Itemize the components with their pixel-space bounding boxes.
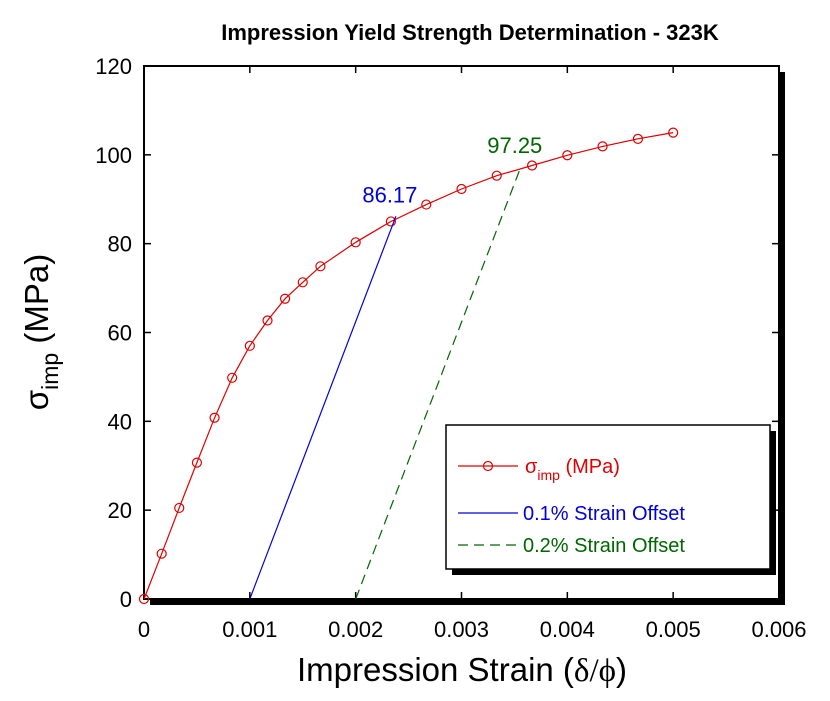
data-point-sigma [668,127,679,138]
x-tick-label: 0.001 [222,617,277,642]
y-axis-label-subscript: imp [37,353,63,390]
legend: σimp (MPa) 0.1% Strain Offset 0.2% Strai… [445,424,776,575]
y-tick-label: 40 [108,409,132,434]
series-line-sigma [143,132,674,600]
x-tick-label: 0.003 [434,617,489,642]
x-tick-label: 0.005 [646,617,701,642]
legend-marker-sigma [482,460,494,472]
data-point-sigma [526,160,538,171]
series-layer [138,127,679,605]
legend-label-sigma-units: (MPa) [560,456,620,478]
data-point-sigma [174,502,185,514]
data-point-sigma [244,340,255,351]
x-tick-label: 0.002 [328,617,383,642]
data-point-sigma [297,277,308,288]
x-tick-label: 0 [138,617,150,642]
y-tick-label: 120 [95,54,132,79]
data-point-sigma [491,170,502,181]
y-axis-label-units: (MPa) [18,254,55,353]
legend-label-offset-02: 0.2% Strain Offset [523,535,685,557]
x-axis-label: Impression Strain (δ/ϕ) [297,651,627,689]
annotation-label: 86.17 [362,182,417,207]
annotation-label: 97.25 [487,133,542,158]
y-tick-label: 100 [95,143,132,168]
data-point-sigma [209,412,220,423]
annotation-layer: 86.17 97.25 [362,133,542,207]
chart-title: Impression Yield Strength Determination … [221,20,719,45]
data-point-sigma [421,199,432,210]
data-point-sigma [350,237,361,248]
y-axis-label: σimp (MPa) [18,254,63,410]
x-tick-label: 0.004 [540,617,595,642]
y-tick-label: 80 [108,232,132,257]
data-point-sigma [279,293,291,304]
y-tick-label: 20 [108,498,132,523]
data-point-sigma [191,457,203,468]
data-point-sigma [262,315,273,326]
x-axis-label-close: ) [616,651,627,688]
data-point-sigma [138,593,150,605]
data-point-sigma [632,133,644,144]
x-tick-label: 0.006 [751,617,806,642]
y-tick-label: 60 [108,321,132,346]
legend-label-sigma-symbol: σ [525,456,538,478]
data-point-sigma [385,216,397,227]
data-point-sigma [597,141,608,152]
y-tick-label: 0 [120,587,132,612]
y-axis-label-symbol: σ [18,390,55,410]
legend-entry-sigma: σimp (MPa) [458,456,620,483]
legend-label-sigma: σimp (MPa) [525,456,620,483]
x-axis-ticks: 0 0.001 0.002 0.003 0.004 0.005 0.006 [138,66,807,642]
data-point-sigma [156,548,167,559]
data-point-sigma [227,372,238,383]
legend-label-sigma-subscript: imp [537,467,560,483]
series-line-offset-02 [355,166,522,600]
x-axis-label-symbol: δ/ϕ [574,653,616,689]
data-point-sigma [315,261,326,272]
data-point-sigma [562,150,573,161]
legend-label-offset-01: 0.1% Strain Offset [523,503,685,525]
data-point-sigma [456,183,467,195]
legend-entry-offset-01: 0.1% Strain Offset [458,503,685,525]
legend-entry-offset-02: 0.2% Strain Offset [458,535,685,557]
series-line-offset-01 [249,216,397,600]
x-axis-label-main: Impression Strain ( [297,651,574,688]
y-axis-ticks: 0 20 40 60 80 100 120 [95,54,779,612]
